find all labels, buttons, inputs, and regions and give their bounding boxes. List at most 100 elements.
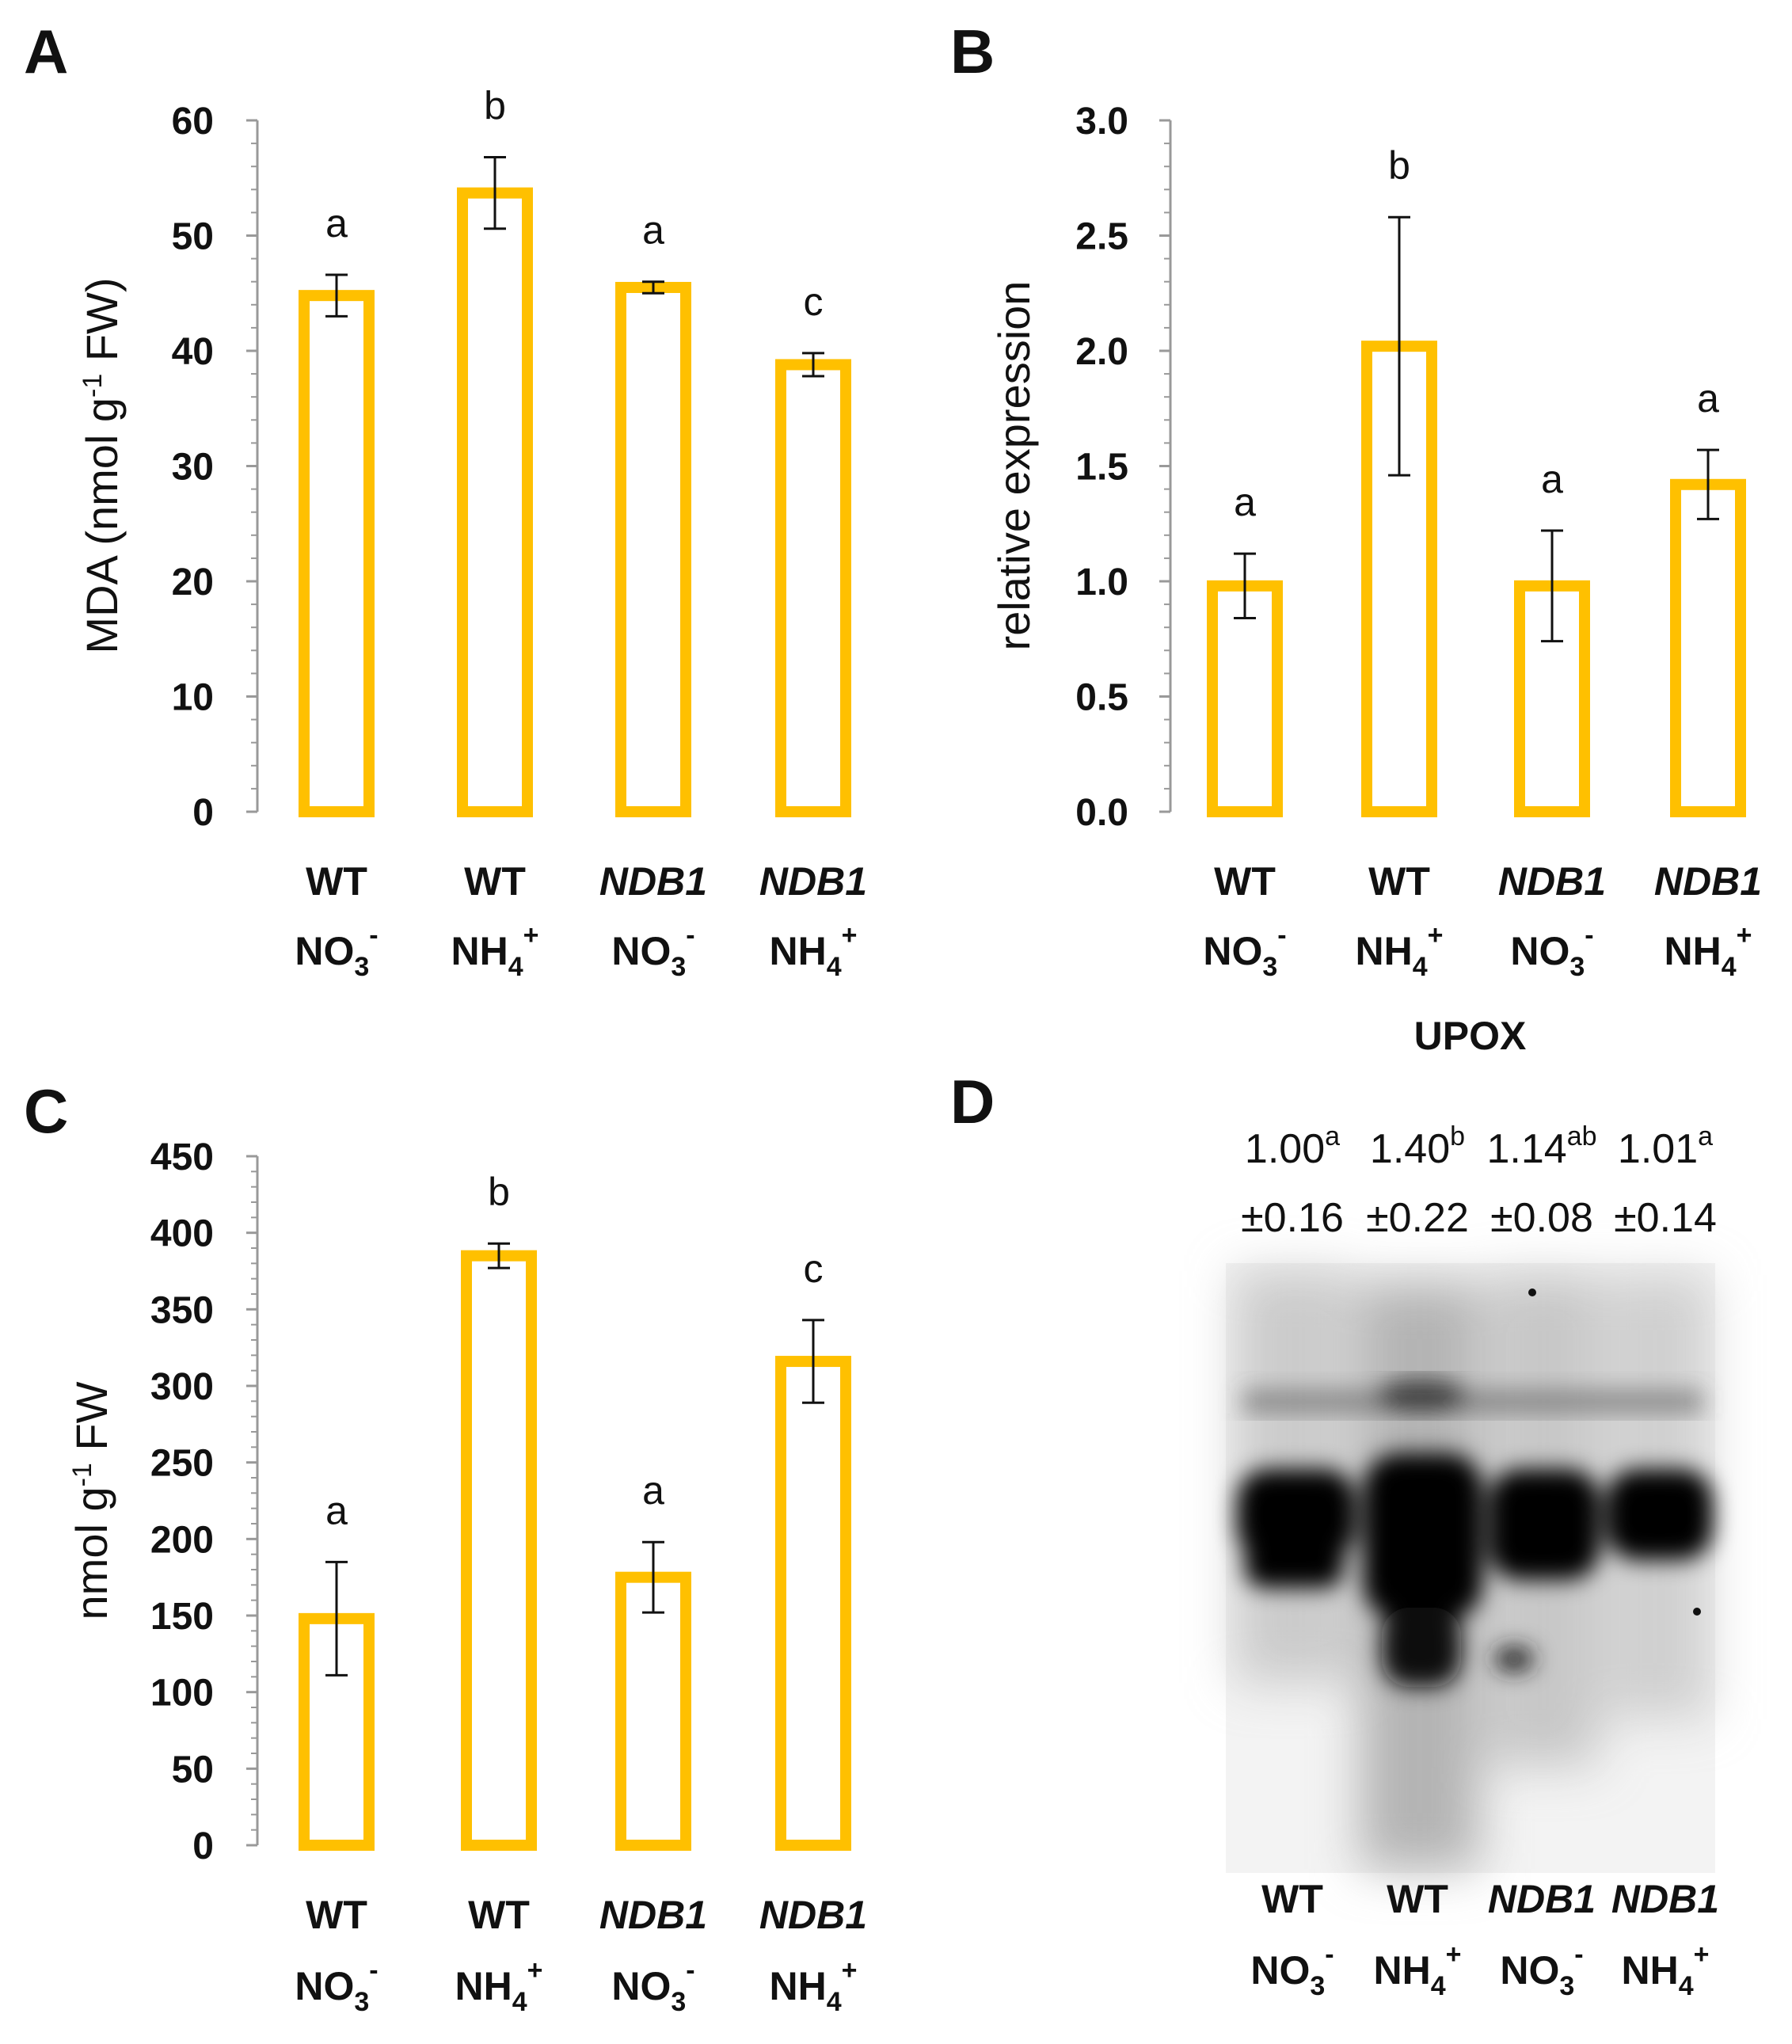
category-ion-superscript: + [842,1955,858,1985]
category-ion-base: NH [455,1964,512,2008]
lane-ion-label: NH4+ [1622,1939,1710,2001]
main-band-lane-4 [1606,1469,1713,1560]
lane-quant-letter: ab [1567,1121,1597,1151]
lane-quant-letter: a [1698,1121,1713,1151]
lane-quant-sd: ±0.14 [1614,1195,1717,1241]
y-axis-title-part: MDA (nmol g [77,398,127,654]
y-tick-label: 20 [172,561,214,603]
blot-speck [1528,1288,1536,1296]
category-ion-label: NO3- [295,920,378,982]
main-band-lane-3 [1489,1469,1600,1580]
category-genotype-label: WT [306,1893,367,1937]
panel-c-chart: C 0 50 100 150 200 250 300 350 400 450 nmol g-1 FW a… [24,1076,867,2017]
y-tick-label: 250 [150,1443,214,1485]
lane-ion-base: NH [1374,1948,1431,1993]
main-band-lane-2 [1364,1453,1482,1620]
lane-ion-base: NO [1250,1948,1310,1993]
category-ion-base: NH [1356,929,1413,973]
category-genotype-label: NDB1 [759,859,867,904]
category-genotype-label: WT [464,859,526,904]
lane-genotype-label: NDB1 [1611,1877,1719,1921]
y-axis-title-part: FW [67,1381,116,1463]
category-genotype-label: WT [468,1893,530,1937]
y-tick-label: 1.0 [1075,561,1128,603]
upper-band-spot [1378,1378,1465,1413]
y-tick-label: 1.5 [1075,447,1128,489]
category-ion-superscript: - [369,1955,378,1985]
lane-quant-sd: ±0.22 [1366,1195,1469,1241]
lane-ion-superscript: + [1694,1939,1710,1970]
y-axis-title-superscript: -1 [78,374,108,398]
y-tick-label: 300 [150,1366,214,1408]
significance-letter: c [804,280,824,324]
y-axis-title-part: FW) [77,277,127,373]
panel-b-upox-expression-chart: B 0.0 0.5 1.0 1.5 2.0 2.5 3.0 relative expressio… [950,17,1762,1058]
significance-letter: a [1697,376,1719,421]
y-tick-label: 0.0 [1075,792,1128,834]
y-tick-label: 2.5 [1075,216,1128,258]
category-ion-superscript: - [686,920,694,950]
y-tick-label: 0.5 [1075,677,1128,719]
category-ion-superscript: - [1277,920,1286,950]
bar [1670,478,1746,818]
category-ion-label: NH4+ [1665,920,1752,982]
upper-band [1243,1390,1703,1414]
bar [299,290,375,818]
y-tick-label: 30 [172,447,214,489]
lane-ion-base: NO [1500,1948,1559,1993]
category-ion-base: NH [1665,929,1722,973]
y-tick-label: 350 [150,1289,214,1331]
category-ion-subscript: 3 [354,952,369,982]
lane-ion-subscript: 4 [1431,1971,1446,2001]
category-ion-label: NH4+ [455,1955,543,2017]
panel-label-c: C [24,1076,68,1146]
significance-letter: a [1541,457,1563,501]
y-tick-label: 400 [150,1213,214,1255]
y-tick-label: 60 [172,101,214,143]
category-ion-base: NO [1510,929,1569,973]
panel-label-b: B [950,17,995,86]
category-ion-base: NH [770,1964,827,2008]
lane-ion-superscript: - [1574,1939,1583,1970]
y-tick-label: 10 [172,677,214,719]
category-genotype-label: NDB1 [759,1893,867,1937]
lane-quant-value: 1.00a [1245,1121,1340,1172]
category-genotype-label: NDB1 [599,1893,707,1937]
lane-quant-number: 1.00 [1245,1126,1325,1172]
significance-letter: c [804,1247,824,1291]
lane-quant-sd: ±0.16 [1241,1195,1344,1241]
bar [775,1356,851,1851]
category-ion-subscript: 4 [512,1987,527,2017]
lane-quant-value: 1.14ab [1486,1121,1596,1172]
category-ion-subscript: 3 [671,1987,686,2017]
category-ion-label: NO3- [611,920,694,982]
lane-ion-label: NO3- [1500,1939,1583,2001]
significance-letter: b [488,1170,510,1214]
category-ion-base: NO [611,929,671,973]
y-axis-title: relative expression [989,281,1039,651]
blot-speck [1693,1608,1701,1616]
category-ion-superscript: + [1428,920,1444,950]
lane-quant-sd: ±0.08 [1490,1195,1593,1241]
y-tick-label: 100 [150,1673,214,1715]
blot-image [1226,1263,1715,1873]
panel-d-western-blot: D [950,1067,1719,2001]
category-ion-subscript: 4 [1722,952,1737,982]
significance-letter: a [1234,480,1256,524]
y-tick-label: 3.0 [1075,101,1128,143]
main-band-lane-1 [1237,1469,1356,1560]
lane-genotype-label: WT [1261,1877,1323,1921]
category-ion-subscript: 4 [827,952,842,982]
y-tick-label: 0 [192,1825,214,1867]
main-band-lane-2-tail [1382,1608,1461,1687]
lane-ion-superscript: - [1325,1939,1334,1970]
category-ion-base: NH [770,929,827,973]
category-ion-subscript: 4 [1413,952,1428,982]
y-tick-label: 50 [172,1749,214,1791]
lane-quant-number: 1.14 [1486,1126,1566,1172]
lane-quant-value: 1.01a [1618,1121,1713,1172]
bar [457,187,533,818]
category-ion-superscript: - [686,1955,694,1985]
bar [775,359,851,817]
